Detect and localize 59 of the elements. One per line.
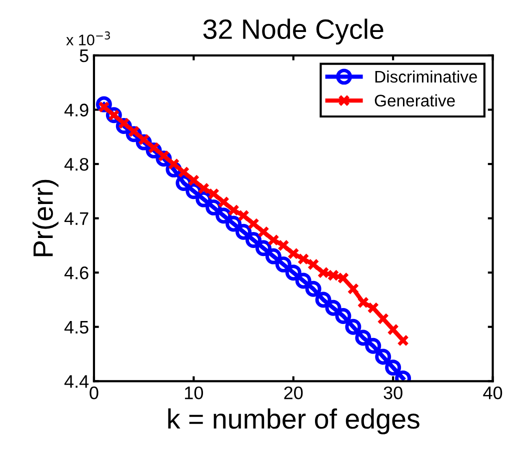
point <box>255 240 272 256</box>
point <box>236 224 252 240</box>
legend-label: Discriminative <box>375 70 478 83</box>
point <box>258 226 270 238</box>
legend-label: Generative <box>374 94 455 107</box>
point <box>375 348 392 365</box>
point <box>238 210 250 222</box>
point <box>206 199 222 216</box>
point <box>295 272 312 289</box>
point <box>305 280 322 297</box>
x-tick-label: 0 <box>90 386 98 400</box>
point <box>345 318 362 335</box>
point <box>226 216 242 232</box>
point <box>176 175 192 191</box>
point <box>208 188 220 200</box>
chart-title: 32 Node Cycle <box>203 18 384 45</box>
point <box>248 218 260 230</box>
point <box>377 312 389 325</box>
point <box>278 240 290 252</box>
point <box>218 196 230 208</box>
point <box>198 182 210 194</box>
point <box>265 248 282 264</box>
point <box>188 174 200 186</box>
point <box>228 204 240 216</box>
point <box>178 166 190 178</box>
point <box>387 324 399 336</box>
point <box>347 282 360 295</box>
y-tick-label: 4.7 <box>64 212 88 225</box>
y-tick-label: 4.5 <box>64 320 88 334</box>
y-tick-label: 4.4 <box>64 375 89 388</box>
x-tick-label: 40 <box>483 386 502 400</box>
point <box>285 264 302 281</box>
point <box>275 256 292 272</box>
x-axis-title: k = number of edges <box>168 408 420 434</box>
point <box>357 296 370 308</box>
point <box>367 302 380 314</box>
point <box>325 300 342 316</box>
point <box>307 258 320 270</box>
point <box>297 253 310 265</box>
y-tick-label: 5 <box>80 50 88 62</box>
point <box>335 308 352 324</box>
y-tick-label: 4.9 <box>64 104 88 116</box>
point <box>355 330 372 346</box>
point <box>397 334 409 346</box>
point <box>196 191 212 208</box>
x-tick-label: 10 <box>185 386 204 400</box>
point <box>246 232 262 248</box>
x-tick-label: 30 <box>384 386 402 400</box>
text: x 10$^{−3}$ <box>66 31 110 46</box>
point <box>365 338 382 354</box>
y-tick-label: 4.8 <box>64 158 88 171</box>
point <box>315 292 332 308</box>
point <box>287 248 300 260</box>
y-tick-label: 4.6 <box>64 266 88 280</box>
y-axis-title: Pr(err) <box>32 180 58 256</box>
point <box>385 360 402 376</box>
point <box>216 208 232 224</box>
x-tick-label: 20 <box>284 386 303 400</box>
point <box>268 234 280 246</box>
